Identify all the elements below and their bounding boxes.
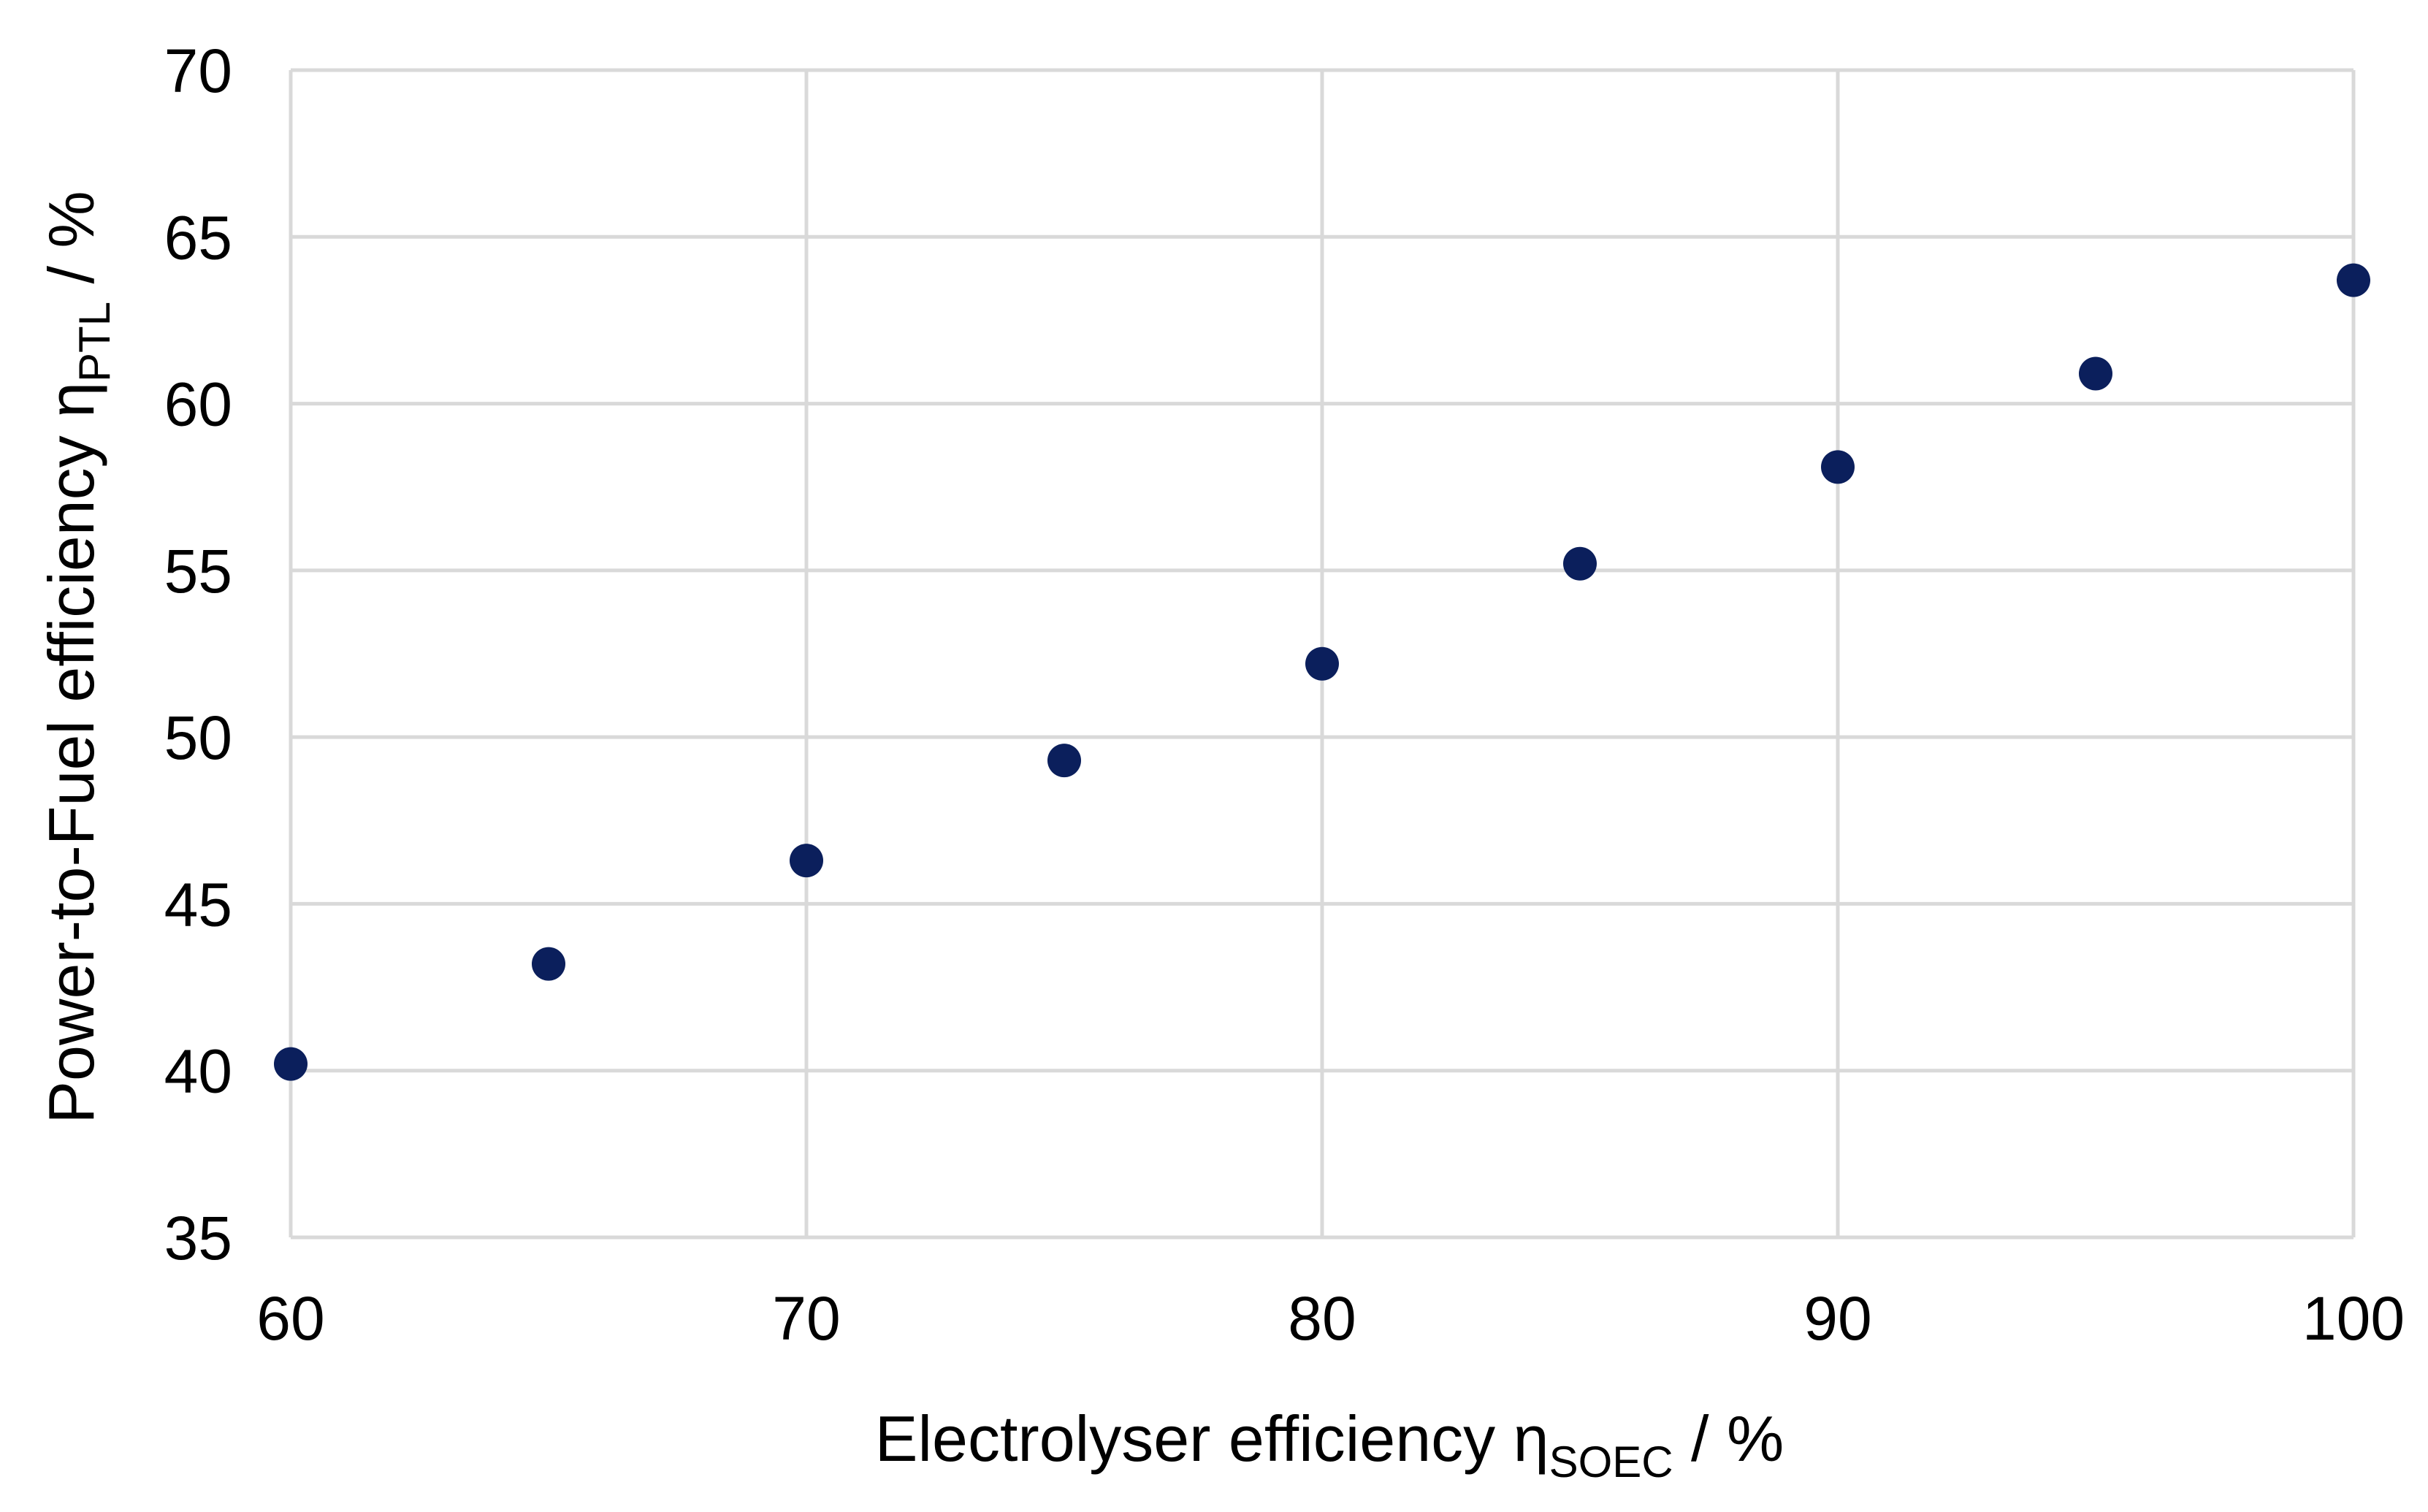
x-tick-label: 80 [1288, 1284, 1356, 1353]
y-axis-title-main: Power-to-Fuel efficiency η [35, 382, 107, 1124]
y-axis-title-suffix: / % [35, 191, 107, 302]
data-point [274, 1047, 308, 1081]
y-tick-label: 45 [164, 870, 232, 939]
x-axis-title: Electrolyser efficiency ηSOEC / % [875, 1402, 1784, 1486]
y-tick-label: 35 [164, 1204, 232, 1272]
data-point [1821, 450, 1855, 484]
y-tick-label: 60 [164, 370, 232, 439]
y-tick-label: 50 [164, 703, 232, 772]
y-tick-label: 65 [164, 203, 232, 272]
data-points [274, 263, 2370, 1081]
x-axis-title-suffix: / % [1673, 1402, 1784, 1475]
data-point [1305, 646, 1339, 681]
data-point [1047, 744, 1081, 778]
x-axis-title-main: Electrolyser efficiency η [875, 1402, 1549, 1475]
grid-lines [289, 68, 2356, 1240]
data-point [790, 844, 823, 878]
x-tick-label: 100 [2302, 1284, 2405, 1353]
data-point [2079, 356, 2112, 391]
x-tick-label: 90 [1803, 1284, 1871, 1353]
x-tick-label: 70 [772, 1284, 840, 1353]
tick-labels: 35 40 45 50 55 60 65 70 60 70 80 90 100 [164, 37, 2405, 1353]
data-point [532, 947, 565, 981]
data-point [1563, 546, 1597, 581]
y-axis-title: Power-to-Fuel efficiency ηPTL / % [35, 191, 119, 1123]
x-tick-label: 60 [256, 1284, 324, 1353]
x-axis-title-subscript: SOEC [1549, 1437, 1673, 1486]
y-tick-label: 40 [164, 1037, 232, 1106]
y-tick-label: 70 [164, 37, 232, 105]
data-point [2337, 263, 2370, 297]
y-axis-title-subscript: PTL [70, 302, 119, 382]
y-tick-label: 55 [164, 537, 232, 606]
